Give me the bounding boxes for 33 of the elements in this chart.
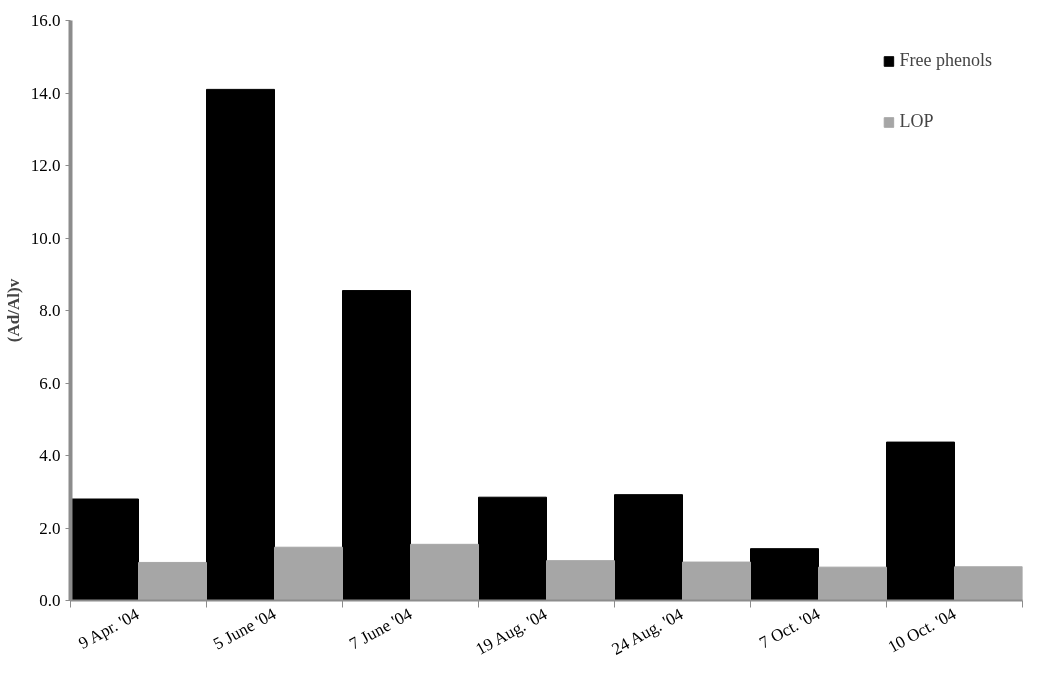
bar [70, 498, 139, 601]
bar [410, 543, 479, 601]
y-tick-label: 14.0 [30, 83, 61, 103]
y-tick-label: 10.0 [30, 228, 61, 248]
bar [682, 561, 751, 601]
x-tick-label: 7 Oct. '04 [756, 603, 824, 653]
bar [954, 566, 1023, 601]
y-tick-label: 6.0 [39, 373, 61, 393]
legend-label: Free phenols [899, 50, 992, 71]
y-tick-label: 16.0 [30, 11, 61, 30]
y-tick-label: 12.0 [30, 156, 61, 175]
y-axis-title: (Ad/Al)v [3, 278, 23, 343]
x-tick-label: 7 June '04 [346, 603, 416, 654]
x-tick-label: 5 June '04 [210, 603, 280, 654]
bar [206, 88, 275, 601]
bar [546, 560, 615, 601]
bar [478, 496, 547, 601]
y-tick-label: 4.0 [39, 446, 61, 465]
legend-label: LOP [899, 111, 934, 132]
y-tick-label: 8.0 [39, 301, 61, 320]
x-tick-label: 24 Aug. '04 [608, 604, 687, 659]
bar [886, 441, 955, 601]
x-tick-label: 10 Oct. '04 [884, 603, 960, 657]
bar [614, 494, 683, 601]
x-tick-label: 19 Aug. '04 [472, 604, 551, 659]
y-tick-label: 2.0 [39, 518, 61, 538]
bar [342, 290, 411, 601]
x-tick-label: 9 Apr. '04 [75, 604, 143, 653]
bar [750, 548, 819, 601]
bar [274, 546, 343, 601]
y-tick-label: 0.0 [39, 591, 61, 610]
bar [138, 561, 207, 601]
bar [818, 566, 887, 601]
